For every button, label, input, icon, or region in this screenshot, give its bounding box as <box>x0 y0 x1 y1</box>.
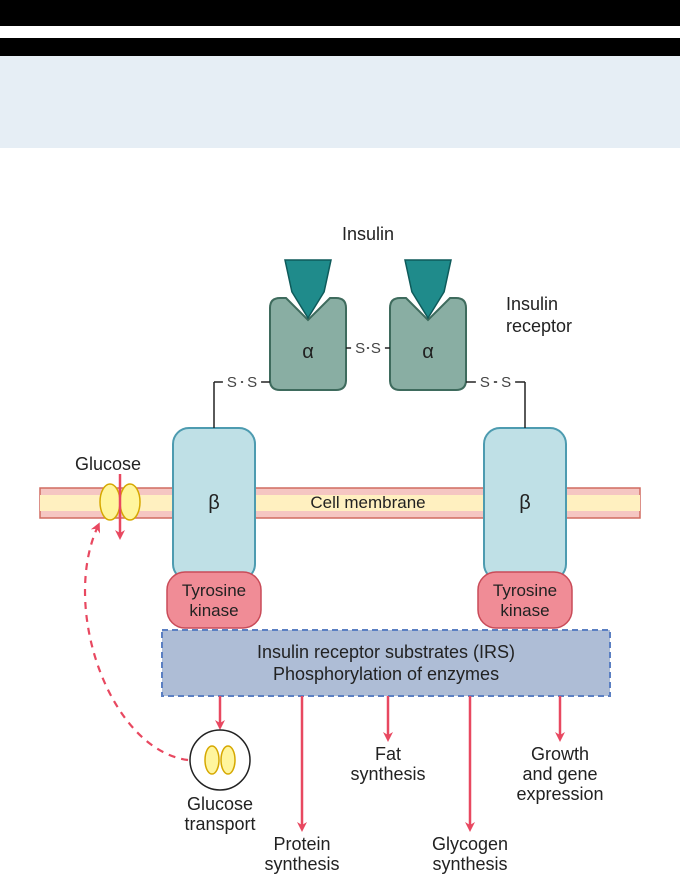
irs-label-2: Phosphorylation of enzymes <box>273 664 499 684</box>
top-black-bar <box>0 0 680 26</box>
header-band <box>0 56 680 148</box>
cell-membrane-label: Cell membrane <box>310 493 425 512</box>
glucose-transport-label-1: Glucose <box>187 794 253 814</box>
svg-text:S: S <box>355 340 365 357</box>
glucose-transport-label-2: transport <box>184 814 255 834</box>
tyrosine-kinase-left-label-1: Tyrosine <box>182 581 246 600</box>
growth-label-1: Growth <box>531 744 589 764</box>
glucose-channel-ellipse-1 <box>100 484 120 520</box>
insulin-receptor-label-2: receptor <box>506 316 572 336</box>
beta-right-label: β <box>519 492 531 514</box>
glycogen-synthesis-label-2: synthesis <box>432 854 507 874</box>
vesicle-glucose-2 <box>221 746 235 774</box>
glucose-vesicle <box>190 730 250 790</box>
protein-synthesis-label-2: synthesis <box>264 854 339 874</box>
alpha-left-label: α <box>302 341 314 363</box>
fat-synthesis-label-2: synthesis <box>350 764 425 784</box>
svg-text:S: S <box>371 340 381 357</box>
second-black-bar <box>0 38 680 56</box>
tyrosine-kinase-right-label-1: Tyrosine <box>493 581 557 600</box>
beta-left-label: β <box>208 492 220 514</box>
page: Cell membrane β β Tyrosine kinase Tyrosi… <box>0 0 680 874</box>
growth-label-3: expression <box>516 784 603 804</box>
protein-synthesis-label-1: Protein <box>273 834 330 854</box>
top-white-gap <box>0 26 680 38</box>
insulin-label: Insulin <box>342 224 394 244</box>
irs-box <box>162 630 610 696</box>
svg-text:S: S <box>227 374 237 391</box>
insulin-receptor-label-1: Insulin <box>506 294 558 314</box>
irs-label-1: Insulin receptor substrates (IRS) <box>257 642 515 662</box>
vesicle-glucose-1 <box>205 746 219 774</box>
glycogen-synthesis-label-1: Glycogen <box>432 834 508 854</box>
growth-label-2: and gene <box>522 764 597 784</box>
glucose-channel-ellipse-2 <box>120 484 140 520</box>
tyrosine-kinase-right-label-2: kinase <box>500 601 549 620</box>
disulfide-bond-right: SS <box>466 374 525 391</box>
tyrosine-kinase-left-label-2: kinase <box>189 601 238 620</box>
svg-text:S: S <box>247 374 257 391</box>
glucose-label: Glucose <box>75 454 141 474</box>
insulin-receptor-diagram: Cell membrane β β Tyrosine kinase Tyrosi… <box>0 148 680 874</box>
fat-synthesis-label-1: Fat <box>375 744 401 764</box>
disulfide-bond-left: SS <box>214 374 270 391</box>
svg-text:S: S <box>501 374 511 391</box>
alpha-right-label: α <box>422 341 434 363</box>
disulfide-bond-alpha-alpha: SS <box>346 340 390 357</box>
svg-text:S: S <box>480 374 490 391</box>
